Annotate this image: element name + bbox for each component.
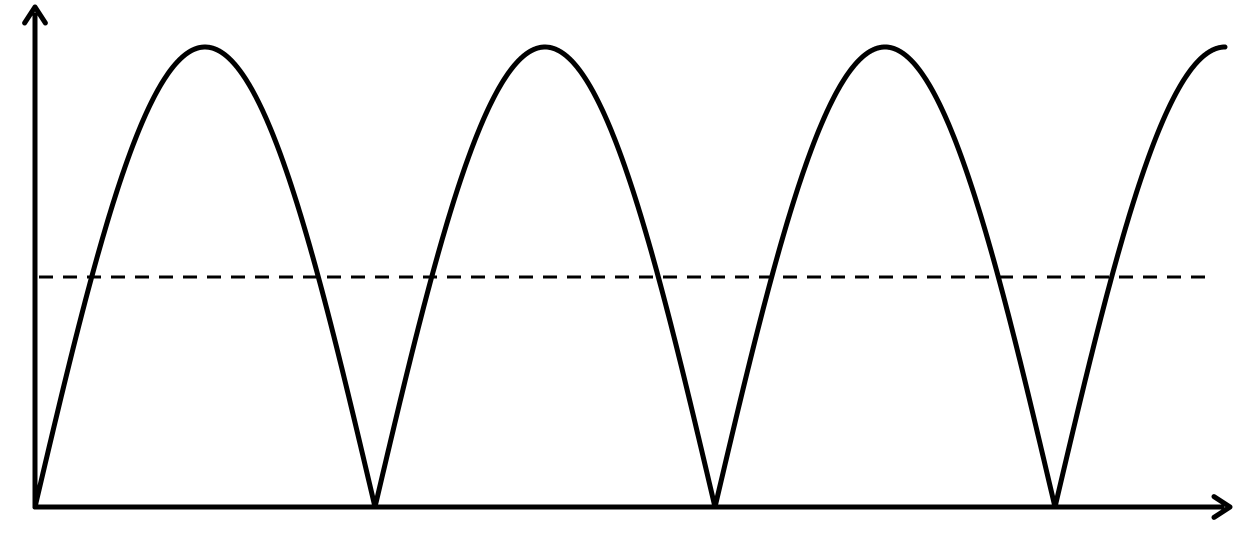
- waveform-chart: [0, 0, 1240, 538]
